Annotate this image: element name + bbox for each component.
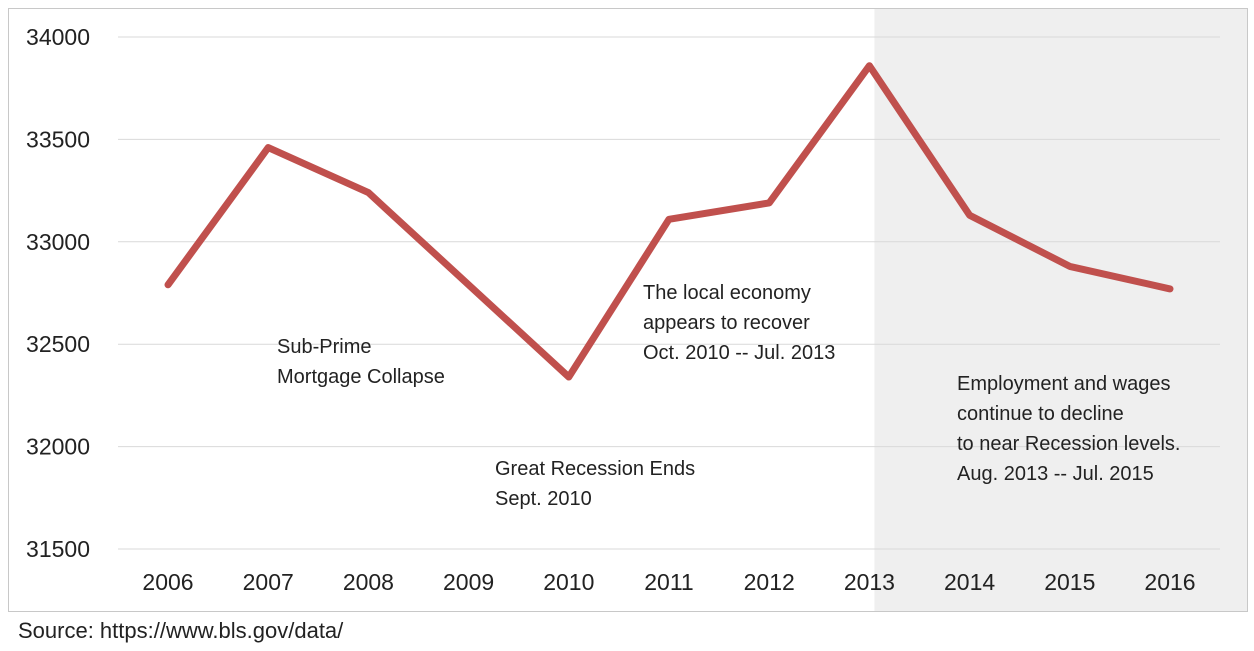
y-tick-label: 32500: [26, 331, 90, 357]
annotation-line: Mortgage Collapse: [277, 366, 445, 388]
source-note: Source: https://www.bls.gov/data/: [18, 618, 344, 643]
x-tick-label: 2008: [343, 569, 394, 595]
x-tick-label: 2013: [844, 569, 895, 595]
series-line: [164, 62, 1174, 381]
annotation-line: appears to recover: [643, 312, 810, 334]
annotation-line: Sub-Prime: [277, 336, 371, 358]
x-tick-label: 2007: [243, 569, 294, 595]
annotation-recovery: The local economy appears to recover Oct…: [643, 282, 835, 364]
y-tick-label: 34000: [26, 24, 90, 50]
x-tick-label: 2012: [744, 569, 795, 595]
annotation-line: continue to decline: [957, 403, 1124, 425]
annotation-recession-ends: Great Recession Ends Sept. 2010: [495, 458, 701, 510]
x-tick-label: 2009: [443, 569, 494, 595]
y-axis-tick-labels: 31500 32000 32500 33000 33500 34000: [26, 24, 90, 562]
annotation-decline: Employment and wages continue to decline…: [957, 373, 1186, 485]
annotation-line: Sept. 2010: [495, 488, 592, 510]
x-tick-label: 2011: [644, 569, 693, 595]
x-tick-label: 2010: [543, 569, 594, 595]
annotation-line: Aug. 2013 -- Jul. 2015: [957, 463, 1154, 485]
x-tick-label: 2016: [1144, 569, 1195, 595]
annotation-subprime: Sub-Prime Mortgage Collapse: [277, 336, 445, 388]
x-tick-label: 2014: [944, 569, 995, 595]
shaded-region: [874, 9, 1247, 611]
annotation-line: The local economy: [643, 282, 811, 304]
y-tick-label: 33500: [26, 126, 90, 152]
annotation-line: to near Recession levels.: [957, 433, 1180, 455]
annotation-line: Oct. 2010 -- Jul. 2013: [643, 342, 835, 364]
y-tick-label: 33000: [26, 229, 90, 255]
x-tick-label: 2015: [1044, 569, 1095, 595]
x-tick-label: 2006: [142, 569, 193, 595]
x-axis-tick-labels: 2006 2007 2008 2009 2010 2011 2012 2013 2014 2015…: [142, 569, 1195, 595]
annotation-line: Great Recession Ends: [495, 458, 695, 480]
annotation-line: Employment and wages: [957, 373, 1170, 395]
y-tick-label: 32000: [26, 434, 90, 460]
gridlines: [118, 36, 1220, 550]
y-tick-label: 31500: [26, 536, 90, 562]
